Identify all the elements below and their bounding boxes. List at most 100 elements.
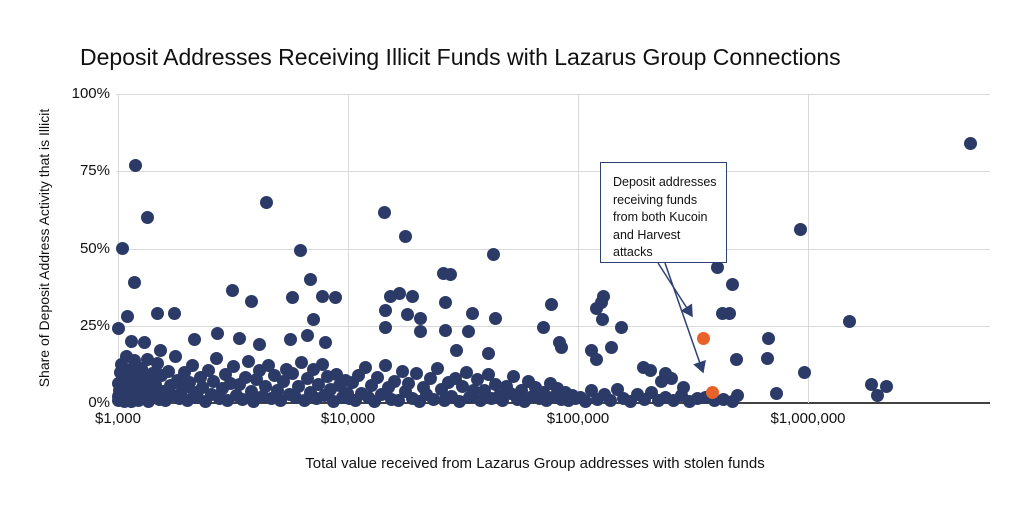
x-tick-label: $1,000,000 — [770, 410, 846, 427]
gridline-horizontal — [116, 325, 990, 327]
x-tick-label: $100,000 — [546, 410, 610, 427]
gridline-vertical — [578, 94, 579, 403]
data-point — [614, 320, 628, 334]
data-point — [168, 350, 182, 364]
data-point — [439, 296, 453, 310]
gridline-vertical — [348, 94, 349, 403]
data-point — [262, 358, 276, 372]
data-point — [167, 306, 181, 320]
data-point — [462, 325, 476, 339]
data-point — [294, 356, 308, 370]
data-point — [238, 371, 252, 385]
data-point — [413, 325, 427, 339]
data-point — [116, 242, 130, 255]
data-point — [401, 308, 415, 322]
data-point — [377, 206, 391, 220]
data-point — [201, 363, 215, 377]
data-point — [452, 394, 466, 408]
data-point — [726, 277, 740, 291]
annotation-text: Deposit addresses receiving funds from b… — [613, 175, 717, 259]
gridline-horizontal — [116, 248, 990, 250]
data-point — [431, 361, 444, 375]
data-point — [316, 289, 330, 303]
data-point — [438, 323, 452, 337]
data-point — [291, 380, 305, 394]
data-point — [138, 336, 152, 350]
data-point — [260, 195, 274, 209]
chart-title: Deposit Addresses Receiving Illicit Fund… — [80, 44, 841, 70]
y-tick-label: 25% — [79, 316, 110, 334]
data-point — [545, 297, 558, 311]
data-point — [654, 374, 668, 388]
data-point — [183, 376, 197, 390]
data-point — [301, 328, 315, 342]
data-point — [241, 354, 255, 368]
data-point — [644, 364, 658, 378]
data-point — [379, 303, 393, 317]
y-tick-label: 100% — [71, 85, 110, 102]
data-point — [399, 229, 413, 243]
data-point — [319, 336, 333, 350]
data-point — [235, 393, 249, 407]
data-point — [427, 392, 441, 406]
data-point — [112, 322, 126, 336]
data-point — [328, 291, 342, 305]
data-point — [552, 336, 566, 350]
data-point — [730, 353, 744, 367]
data-point — [140, 352, 154, 366]
data-point — [151, 356, 165, 370]
y-tick-label: 75% — [79, 162, 110, 180]
data-point — [210, 326, 224, 340]
data-point — [378, 359, 392, 373]
y-tick-label: 50% — [79, 239, 110, 257]
data-point — [253, 337, 267, 351]
data-point — [456, 380, 470, 394]
data-point — [843, 314, 857, 328]
data-point — [285, 366, 299, 380]
gridline-horizontal — [116, 94, 990, 95]
y-tick-label: 0% — [88, 394, 110, 411]
x-tick-label: $1,000 — [95, 410, 141, 427]
data-point — [864, 377, 878, 391]
data-point — [127, 275, 141, 289]
data-point — [259, 379, 273, 393]
data-point — [794, 223, 808, 237]
x-tick-label: $10,000 — [320, 410, 376, 427]
data-point — [880, 379, 894, 393]
data-point — [128, 158, 142, 172]
data-point — [161, 364, 175, 378]
data-point — [507, 370, 521, 384]
data-point — [125, 334, 139, 348]
gridline-horizontal — [116, 171, 990, 173]
data-point — [185, 359, 199, 373]
data-point — [870, 388, 884, 402]
data-point — [722, 306, 736, 320]
data-point — [150, 306, 164, 320]
data-point — [244, 294, 258, 308]
data-point — [665, 371, 678, 385]
data-point — [358, 360, 372, 374]
data-point — [467, 384, 481, 398]
data-point — [470, 373, 484, 387]
data-point — [276, 375, 290, 389]
data-point — [283, 333, 297, 347]
data-point — [589, 353, 603, 367]
data-point — [226, 283, 240, 297]
data-point — [482, 347, 496, 361]
data-point — [725, 394, 739, 408]
annotation-box: Deposit addresses receiving funds from b… — [600, 162, 727, 263]
data-point — [406, 289, 420, 303]
data-point — [409, 367, 423, 381]
data-point — [371, 370, 385, 384]
data-point — [392, 286, 406, 300]
data-point — [964, 136, 978, 150]
data-point — [304, 272, 318, 286]
highlight-point — [706, 385, 720, 399]
data-point — [489, 377, 503, 391]
data-point — [589, 302, 603, 316]
data-point — [388, 374, 402, 388]
data-point — [770, 387, 784, 401]
data-point — [474, 394, 488, 408]
x-axis-line — [116, 402, 990, 404]
gridline-vertical — [808, 94, 809, 403]
